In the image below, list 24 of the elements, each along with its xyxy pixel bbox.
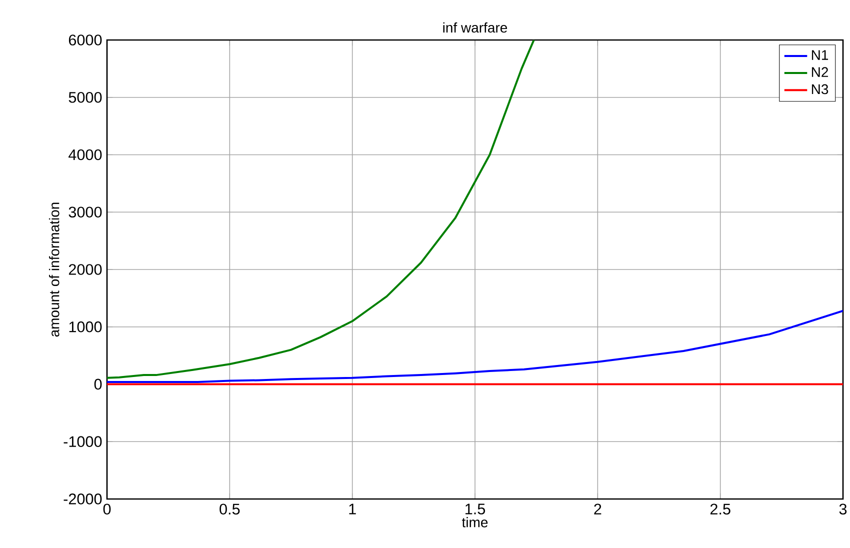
y-tick-label: 0	[94, 378, 102, 390]
legend-label: N2	[812, 67, 828, 77]
line-series	[107, 40, 535, 379]
x-tick-label: 2	[594, 504, 602, 514]
legend-label: N1	[812, 50, 828, 60]
chart-title: inf warfare	[443, 22, 508, 33]
line-series	[107, 310, 843, 383]
x-tick-label: 3	[839, 504, 847, 515]
y-axis-title: amount of information	[48, 202, 60, 337]
y-tick-label: 6000	[68, 34, 102, 46]
y-tick-label: -1000	[64, 436, 102, 448]
x-tick-label: 0.5	[220, 504, 240, 515]
x-tick-label: 2.5	[710, 504, 730, 515]
x-tick-label: 1.5	[466, 504, 486, 514]
y-tick-label: 4000	[68, 149, 102, 160]
x-axis-title: time	[462, 517, 488, 528]
x-tick-label: 0	[103, 504, 111, 515]
y-tick-label: -2000	[64, 494, 102, 504]
y-tick-label: 1000	[69, 321, 102, 332]
x-tick-label: 1	[349, 504, 356, 514]
y-tick-label: 3000	[68, 206, 102, 218]
legend-label: N3	[812, 84, 828, 94]
y-tick-label: 2000	[68, 264, 102, 275]
y-tick-label: 5000	[68, 92, 102, 103]
